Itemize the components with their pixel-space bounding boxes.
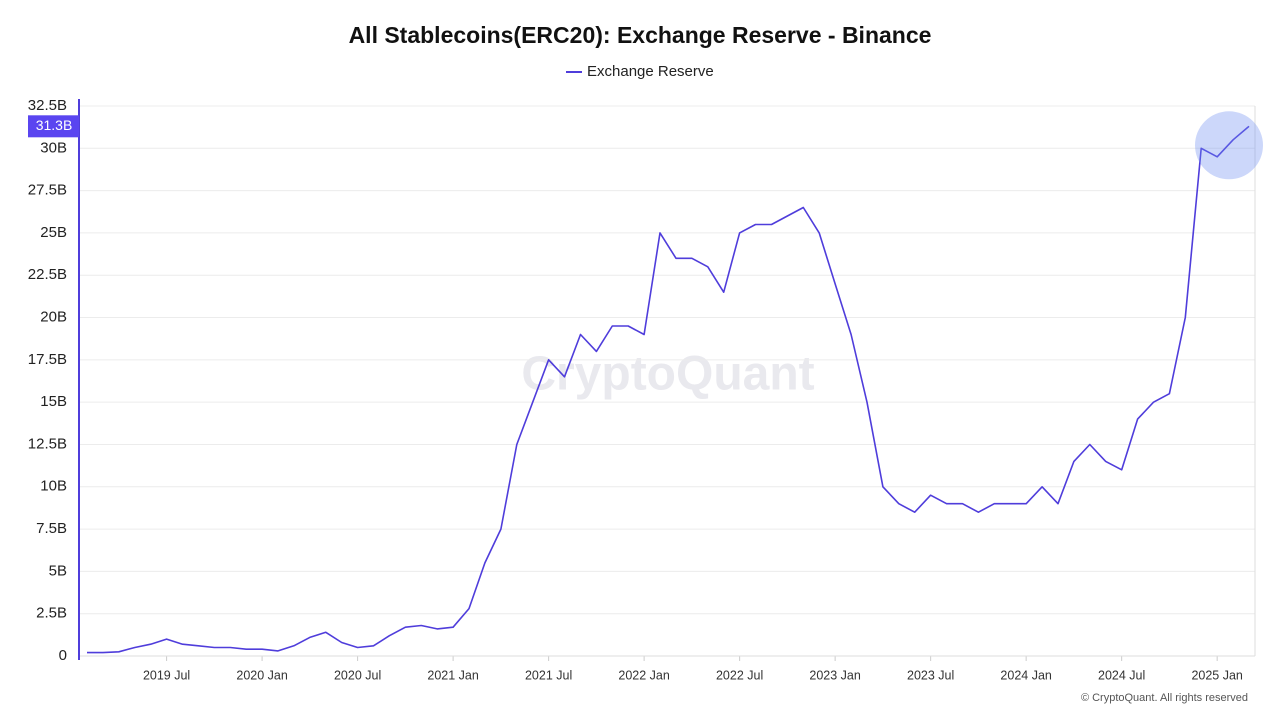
x-tick-label: 2024 Jul: [1098, 668, 1145, 682]
current-value-label: 31.3B: [36, 117, 73, 133]
watermark: CryptoQuant: [521, 348, 814, 401]
y-tick-label: 12.5B: [28, 435, 67, 452]
x-tick-label: 2023 Jan: [809, 668, 860, 682]
y-tick-label: 2.5B: [36, 605, 67, 622]
x-tick-label: 2019 Jul: [143, 668, 190, 682]
y-tick-label: 7.5B: [36, 520, 67, 537]
x-tick-label: 2021 Jan: [427, 668, 478, 682]
y-tick-label: 22.5B: [28, 266, 67, 283]
y-tick-label: 15B: [40, 393, 67, 410]
y-tick-label: 32.5B: [28, 97, 67, 114]
y-tick-label: 0: [59, 647, 67, 664]
footer: © CryptoQuant. All rights reserved: [1081, 692, 1248, 704]
x-tick-label: 2022 Jan: [618, 668, 669, 682]
y-tick-label: 17.5B: [28, 351, 67, 368]
y-tick-label: 27.5B: [28, 182, 67, 199]
series-line: [87, 125, 1250, 654]
x-tick-label: 2025 Jan: [1191, 668, 1242, 682]
x-tick-label: 2021 Jul: [525, 668, 572, 682]
chart-title: All Stablecoins(ERC20): Exchange Reserve…: [349, 22, 932, 48]
x-tick-label: 2022 Jul: [716, 668, 763, 682]
y-tick-label: 5B: [49, 562, 67, 579]
y-tick-label: 20B: [40, 309, 67, 326]
x-tick-label: 2020 Jan: [236, 668, 287, 682]
y-tick-label: 10B: [40, 478, 67, 495]
y-tick-label: 30B: [40, 139, 67, 156]
current-value-badge: [28, 115, 79, 138]
y-tick-label: 25B: [40, 224, 67, 241]
highlight: [1195, 111, 1263, 180]
legend-label: Exchange Reserve: [587, 63, 714, 80]
x-tick-label: 2020 Jul: [334, 668, 381, 682]
x-tick-label: 2024 Jan: [1000, 668, 1051, 682]
x-tick-label: 2023 Jul: [907, 668, 954, 682]
